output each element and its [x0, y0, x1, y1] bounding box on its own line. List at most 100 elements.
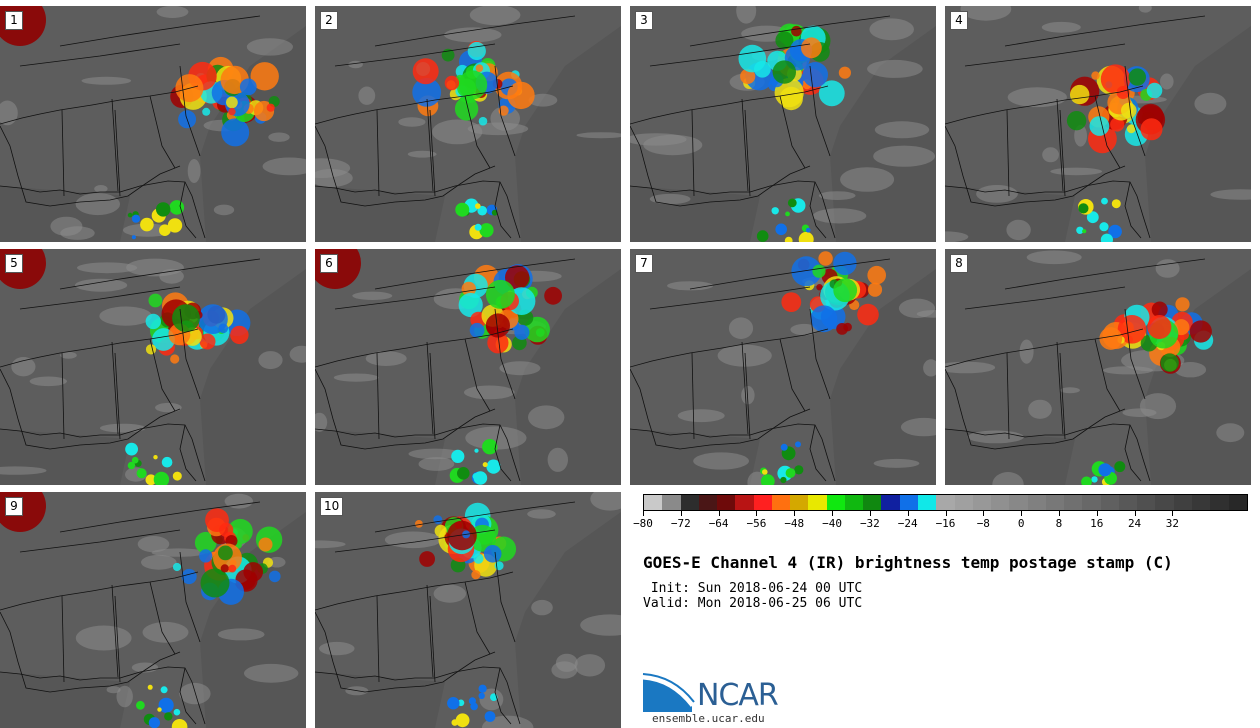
colorbar-segment — [844, 495, 864, 510]
colorbar-segment — [1228, 495, 1247, 510]
colorbar-segment — [917, 495, 937, 510]
colorbar-tick — [1058, 511, 1060, 516]
colorbar-segment — [1118, 495, 1138, 510]
panel-number: 4 — [950, 11, 968, 30]
colorbar-tick — [756, 511, 758, 516]
panel-number: 2 — [320, 11, 338, 30]
colorbar-segment — [954, 495, 973, 510]
stamp-panel-4: 4 — [945, 6, 1251, 242]
colorbar-segment — [1064, 495, 1083, 510]
ncar-logo — [642, 673, 695, 712]
ir-map — [315, 249, 621, 485]
colorbar-segment — [735, 495, 754, 510]
colorbar-tick — [1096, 511, 1098, 516]
colorbar-tick-label: −56 — [746, 517, 767, 530]
colorbar-segment — [753, 495, 772, 510]
panel-number: 1 — [5, 11, 23, 30]
colorbar-segment — [899, 495, 918, 510]
colorbar-segment — [991, 495, 1010, 510]
colorbar-tick — [1021, 511, 1023, 516]
colorbar-segment — [863, 495, 882, 510]
colorbar-segment — [1173, 495, 1192, 510]
ir-map — [945, 6, 1251, 242]
ncar-url: ensemble.ucar.edu — [652, 712, 765, 725]
colorbar — [643, 494, 1248, 511]
colorbar-tick-label: −72 — [670, 517, 691, 530]
panel-number: 5 — [5, 254, 23, 273]
ncar-logo-text: NCAR — [697, 678, 779, 713]
colorbar-segment — [972, 495, 992, 510]
panel-number: 8 — [950, 254, 968, 273]
stamp-panel-7: 7 — [630, 249, 936, 485]
colorbar-tick-label: 32 — [1165, 517, 1179, 530]
colorbar-tick-label: −40 — [822, 517, 842, 530]
init-time: Init: Sun 2018-06-24 00 UTC — [643, 581, 863, 596]
stamp-panel-10: 10 — [315, 492, 621, 728]
ir-map — [0, 492, 306, 728]
colorbar-segment — [662, 495, 681, 510]
colorbar-tick — [794, 511, 796, 516]
stamp-panel-2: 2 — [315, 6, 621, 242]
colorbar-tick-label: −48 — [784, 517, 805, 530]
colorbar-segment — [680, 495, 699, 510]
colorbar-segment — [644, 495, 663, 510]
ir-map — [0, 249, 306, 485]
colorbar-tick — [680, 511, 682, 516]
valid-time: Valid: Mon 2018-06-25 06 UTC — [643, 596, 863, 611]
stamp-panel-9: 9 — [0, 492, 306, 728]
colorbar-segment — [1009, 495, 1028, 510]
colorbar-segment — [826, 495, 845, 510]
stamp-panel-6: 6 — [315, 249, 621, 485]
colorbar-tick-label: −24 — [897, 517, 918, 530]
panel-number: 7 — [635, 254, 653, 273]
colorbar-tick-label: −80 — [633, 517, 653, 530]
colorbar-segment — [717, 495, 736, 510]
colorbar-tick — [983, 511, 985, 516]
figure-title: GOES-E Channel 4 (IR) brightness temp po… — [643, 553, 1173, 572]
colorbar-tick — [1134, 511, 1136, 516]
colorbar-tick-label: −32 — [859, 517, 880, 530]
ir-map — [630, 249, 936, 485]
stamp-panel-8: 8 — [945, 249, 1251, 485]
colorbar-tick-label: 0 — [1017, 517, 1025, 530]
ir-map — [315, 6, 621, 242]
colorbar-tick-label: −8 — [976, 517, 990, 530]
stamp-panel-5: 5 — [0, 249, 306, 485]
colorbar-segment — [1155, 495, 1174, 510]
colorbar-segment — [790, 495, 809, 510]
colorbar-tick — [869, 511, 871, 516]
ir-map — [315, 492, 621, 728]
colorbar-segment — [1027, 495, 1046, 510]
colorbar-tick-label: 16 — [1090, 517, 1104, 530]
colorbar-tick-label: −64 — [708, 517, 729, 530]
colorbar-segment — [698, 495, 718, 510]
colorbar-segment — [1082, 495, 1101, 510]
stamp-panel-3: 3 — [630, 6, 936, 242]
colorbar-segment — [808, 495, 827, 510]
panel-number: 3 — [635, 11, 653, 30]
panel-number: 9 — [5, 497, 23, 516]
colorbar-tick — [907, 511, 909, 516]
colorbar-segment — [1137, 495, 1156, 510]
colorbar-segment — [1191, 495, 1211, 510]
colorbar-tick-label: 24 — [1127, 517, 1142, 530]
colorbar-ticks: −80 −72 −64 −56 −48 −40 −32 −24 −16 −8 0 8 16 24 32 — [633, 511, 1248, 535]
ir-map — [945, 249, 1251, 485]
colorbar-tick — [832, 511, 834, 516]
colorbar-tick — [643, 511, 644, 516]
colorbar-segment — [936, 495, 955, 510]
ir-map — [0, 6, 306, 242]
colorbar-segment — [1045, 495, 1065, 510]
colorbar-segment — [1210, 495, 1229, 510]
colorbar-tick-label: −16 — [935, 517, 956, 530]
colorbar-tick — [1172, 511, 1174, 516]
colorbar-tick-label: 8 — [1055, 517, 1063, 530]
stamp-panel-1: 1 — [0, 6, 306, 242]
colorbar-segment — [1100, 495, 1119, 510]
panel-number: 6 — [320, 254, 338, 273]
colorbar-segment — [771, 495, 791, 510]
ir-map — [630, 6, 936, 242]
colorbar-segment — [881, 495, 900, 510]
colorbar-tick — [945, 511, 947, 516]
panel-number: 10 — [320, 497, 344, 516]
